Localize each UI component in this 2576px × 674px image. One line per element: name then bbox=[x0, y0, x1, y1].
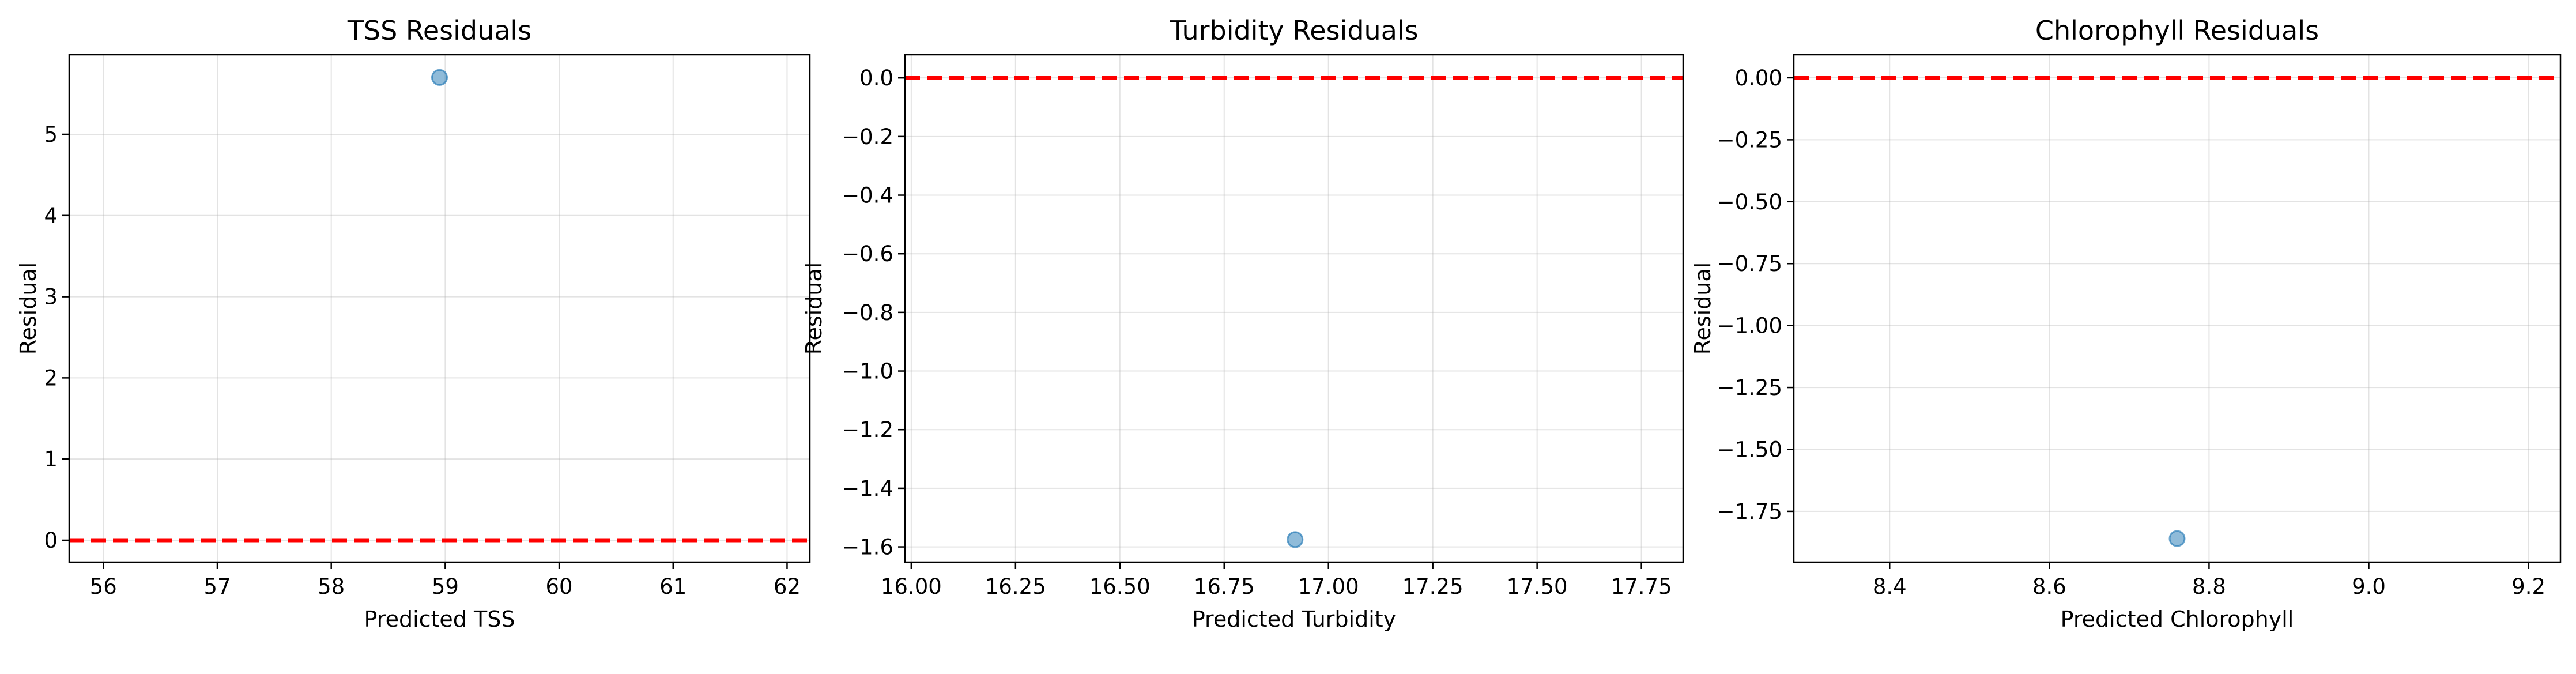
x-tick-label: 16.00 bbox=[881, 574, 942, 599]
x-tick-label: 60 bbox=[546, 574, 573, 599]
axes-frame bbox=[1793, 54, 2562, 563]
y-tick-label: −0.50 bbox=[1717, 190, 1782, 214]
x-tick-label: 16.25 bbox=[985, 574, 1046, 599]
y-tick-label: −1.00 bbox=[1717, 314, 1782, 338]
x-tick-label: 9.2 bbox=[2511, 574, 2545, 599]
y-tick-label: 4 bbox=[44, 204, 58, 228]
x-tick-label: 9.0 bbox=[2352, 574, 2386, 599]
x-tick-label: 56 bbox=[90, 574, 117, 599]
x-tick-label: 8.8 bbox=[2192, 574, 2226, 599]
y-tick-label: −1.4 bbox=[842, 476, 893, 501]
y-tick-label: 0.0 bbox=[859, 66, 893, 91]
y-axis-label: Residual bbox=[1690, 262, 1715, 355]
x-tick-label: 17.00 bbox=[1298, 574, 1359, 599]
chart-panel-2: 16.00 16.25 16.50 16.75 17.00 17.25 17.50 17.75… bbox=[801, 15, 1684, 632]
y-tick-label: −1.0 bbox=[842, 359, 893, 384]
residual-point bbox=[1287, 531, 1304, 548]
axes-frame bbox=[68, 54, 811, 563]
axes-frame bbox=[904, 54, 1684, 563]
y-tick-label: 2 bbox=[44, 366, 58, 390]
y-tick-label: −1.75 bbox=[1717, 499, 1782, 524]
y-tick-label: −0.4 bbox=[842, 183, 893, 208]
chart-panel-1: 56 57 58 59 60 61 62 0 1 2 3 4 5 TSS Residuals Predict… bbox=[16, 15, 811, 632]
x-tick-label: 61 bbox=[659, 574, 687, 599]
y-axis-label: Residual bbox=[16, 262, 41, 355]
x-tick-label: 16.50 bbox=[1089, 574, 1151, 599]
residual-point bbox=[431, 69, 448, 86]
x-tick-label: 59 bbox=[432, 574, 459, 599]
y-tick-label: −0.2 bbox=[842, 125, 893, 149]
x-tick-label: 58 bbox=[318, 574, 345, 599]
y-tick-label: −0.6 bbox=[842, 242, 893, 266]
x-tick-label: 8.4 bbox=[1873, 574, 1907, 599]
x-axis-label: Predicted TSS bbox=[364, 607, 515, 632]
y-tick-label: −1.50 bbox=[1717, 437, 1782, 462]
chart-title: Turbidity Residuals bbox=[1169, 15, 1418, 46]
x-axis-label: Predicted Turbidity bbox=[1192, 607, 1396, 632]
x-tick-label: 17.50 bbox=[1507, 574, 1568, 599]
residual-point bbox=[2168, 530, 2186, 547]
y-tick-label: −1.2 bbox=[842, 417, 893, 442]
x-tick-label: 57 bbox=[203, 574, 231, 599]
y-tick-label: −0.8 bbox=[842, 300, 893, 325]
x-axis-label: Predicted Chlorophyll bbox=[2061, 607, 2294, 632]
x-tick-label: 62 bbox=[774, 574, 801, 599]
y-axis-label: Residual bbox=[801, 262, 827, 355]
chart-panel-3: 8.4 8.6 8.8 9.0 9.2 0.00 −0.25 −0.50 −0.75 −1.00 −… bbox=[1690, 15, 2562, 632]
x-tick-label: 8.6 bbox=[2032, 574, 2066, 599]
chart-title: Chlorophyll Residuals bbox=[2035, 15, 2319, 46]
chart-title: TSS Residuals bbox=[347, 15, 531, 46]
x-tick-label: 17.25 bbox=[1402, 574, 1464, 599]
y-tick-label: −0.75 bbox=[1717, 251, 1782, 276]
y-tick-label: −0.25 bbox=[1717, 127, 1782, 152]
y-tick-label: −1.25 bbox=[1717, 375, 1782, 400]
y-tick-label: 3 bbox=[44, 285, 58, 310]
y-tick-label: 5 bbox=[44, 122, 58, 147]
x-tick-label: 17.75 bbox=[1611, 574, 1672, 599]
y-tick-label: 1 bbox=[44, 447, 58, 472]
x-tick-label: 16.75 bbox=[1194, 574, 1255, 599]
y-tick-label: 0 bbox=[44, 528, 58, 553]
y-tick-label: −1.6 bbox=[842, 535, 893, 560]
y-tick-label: 0.00 bbox=[1735, 66, 1782, 91]
